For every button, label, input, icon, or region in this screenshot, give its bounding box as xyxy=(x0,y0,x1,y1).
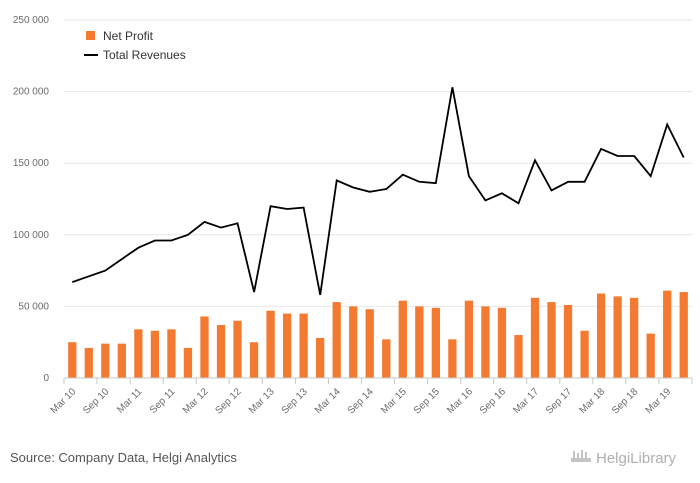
x-tick-label: Sep 14 xyxy=(346,386,376,416)
net-profit-bar xyxy=(382,339,391,378)
net-profit-bar xyxy=(299,313,308,378)
net-profit-bar xyxy=(646,333,655,378)
total-revenues-line xyxy=(72,87,685,296)
net-profit-bar xyxy=(431,307,440,378)
net-profit-bar xyxy=(150,330,160,378)
x-tick-label: Sep 17 xyxy=(544,386,574,416)
net-profit-bar xyxy=(233,320,242,378)
x-tick-label: Sep 16 xyxy=(478,386,508,416)
net-profit-bar xyxy=(117,343,126,378)
legend-label-net-profit: Net Profit xyxy=(103,29,154,43)
net-profit-bar xyxy=(332,302,341,378)
x-tick-label: Mar 18 xyxy=(577,386,607,416)
y-tick-label: 150 000 xyxy=(13,158,50,169)
net-profit-bar xyxy=(282,313,292,378)
net-profit-bar xyxy=(481,306,490,378)
legend-swatch-net-profit xyxy=(86,31,95,40)
x-tick-label: Mar 10 xyxy=(49,386,79,416)
x-tick-label: Sep 11 xyxy=(148,386,178,416)
net-profit-bar xyxy=(464,300,474,378)
net-profit-bar xyxy=(547,302,556,378)
net-profit-bar xyxy=(68,342,77,378)
net-profit-bar xyxy=(630,297,639,378)
x-tick-label: Sep 18 xyxy=(610,386,640,416)
net-profit-bar xyxy=(679,292,688,378)
net-profit-bar xyxy=(580,330,589,378)
net-profit-bars xyxy=(68,290,688,378)
net-profit-bar xyxy=(663,290,672,378)
y-tick-label: 250 000 xyxy=(13,15,50,26)
x-tick-label: Sep 13 xyxy=(280,386,310,416)
net-profit-bar xyxy=(365,309,374,378)
x-tick-label: Mar 12 xyxy=(181,386,211,416)
y-tick-label: 50 000 xyxy=(18,301,49,312)
brand-logo: HelgiLibrary xyxy=(570,448,676,468)
net-profit-bar xyxy=(349,306,358,378)
net-profit-bar xyxy=(101,343,110,378)
net-profit-bar xyxy=(183,347,193,378)
source-note: Source: Company Data, Helgi Analytics xyxy=(10,450,237,465)
total-revenues-polyline xyxy=(72,87,685,296)
net-profit-bar xyxy=(563,304,573,378)
x-tick-label: Mar 14 xyxy=(313,386,343,416)
net-profit-bar xyxy=(216,325,226,378)
net-profit-bar xyxy=(497,307,507,378)
net-profit-bar xyxy=(596,293,606,378)
net-profit-bar xyxy=(316,337,325,378)
x-axis xyxy=(63,377,693,384)
x-tick-label: Sep 12 xyxy=(213,386,243,416)
brand-name: HelgiLibrary xyxy=(596,449,677,467)
net-profit-bar xyxy=(448,339,457,378)
net-profit-bar xyxy=(398,300,407,378)
net-profit-bar xyxy=(613,296,622,378)
x-tick-label: Sep 15 xyxy=(412,386,442,416)
legend-label-total-revenues: Total Revenues xyxy=(103,48,186,62)
x-tick-label: Mar 17 xyxy=(511,386,541,416)
legend: Net Profit Total Revenues xyxy=(84,29,186,62)
chart: 0 50 000 100 000 150 000 200 000 250 000 Mar … xyxy=(13,15,693,417)
y-axis-ticks: 0 50 000 100 000 150 000 200 000 250 000 xyxy=(13,15,50,384)
x-tick-label: Mar 16 xyxy=(445,386,475,416)
library-icon xyxy=(570,448,592,468)
x-tick-label: Mar 11 xyxy=(115,386,145,416)
net-profit-bar xyxy=(134,329,143,378)
net-profit-bar xyxy=(266,310,275,378)
net-profit-bar xyxy=(415,306,424,378)
net-profit-bar xyxy=(249,342,259,378)
net-profit-bar xyxy=(84,347,93,378)
y-tick-label: 0 xyxy=(43,373,49,384)
net-profit-bar xyxy=(530,297,540,378)
x-tick-label: Mar 19 xyxy=(644,386,674,416)
net-profit-bar xyxy=(200,316,209,378)
net-profit-bar xyxy=(167,329,176,378)
y-tick-label: 200 000 xyxy=(13,87,50,98)
x-tick-label: Mar 15 xyxy=(379,386,409,416)
net-profit-bar xyxy=(514,335,523,378)
x-tick-label: Mar 13 xyxy=(247,386,277,416)
x-axis-ticks: Mar 10 Sep 10 Mar 11 Sep 11 Mar 12 Sep 12 Mar … xyxy=(49,386,674,417)
y-tick-label: 100 000 xyxy=(13,230,50,241)
gridlines xyxy=(64,19,692,307)
x-tick-label: Sep 10 xyxy=(81,386,111,416)
